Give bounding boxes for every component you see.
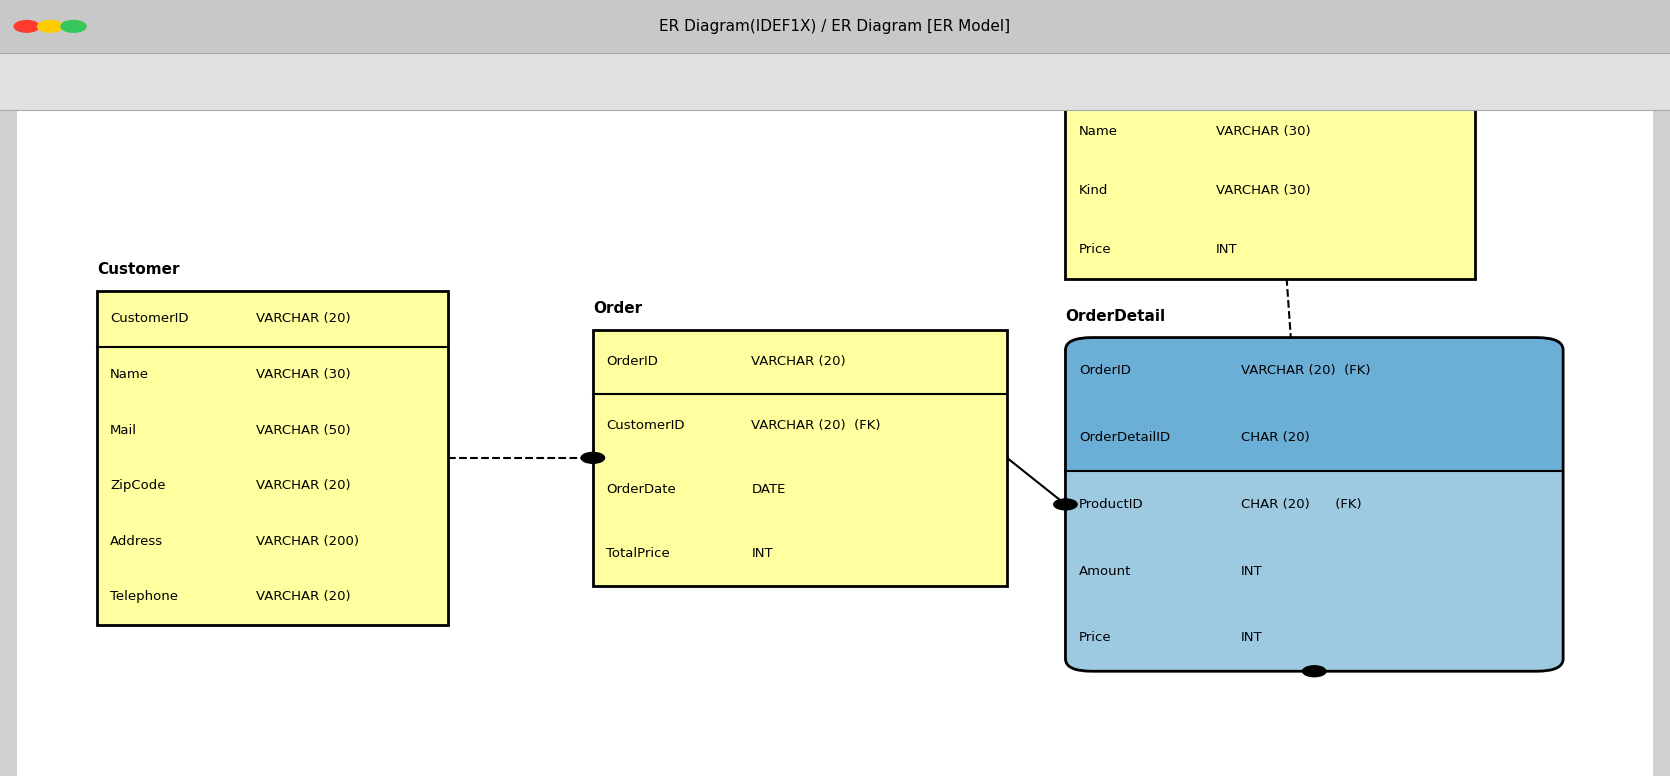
Bar <box>1065 43 1475 102</box>
Text: Name: Name <box>110 368 149 381</box>
Text: VARCHAR (20)  (FK): VARCHAR (20) (FK) <box>1241 365 1371 377</box>
Text: VARCHAR (30): VARCHAR (30) <box>1216 125 1311 138</box>
Circle shape <box>581 452 605 463</box>
Text: OrderDetailID: OrderDetailID <box>1079 431 1171 444</box>
Text: VARCHAR (30): VARCHAR (30) <box>256 368 351 381</box>
Text: VARCHAR (200): VARCHAR (200) <box>256 535 359 548</box>
Text: Name: Name <box>1079 125 1117 138</box>
Text: INT: INT <box>1241 565 1263 577</box>
Bar <box>1065 471 1563 561</box>
Text: INT: INT <box>1241 632 1263 644</box>
Bar <box>1065 102 1475 279</box>
Bar <box>0 0 1670 53</box>
Text: OrderDate: OrderDate <box>606 483 676 497</box>
Bar <box>1065 411 1563 471</box>
Text: TotalPrice: TotalPrice <box>606 547 670 560</box>
FancyBboxPatch shape <box>1065 338 1563 471</box>
Text: CHAR (20): CHAR (20) <box>1241 431 1309 444</box>
FancyBboxPatch shape <box>1065 471 1563 671</box>
Text: Mail: Mail <box>110 424 137 437</box>
Text: CHAR (20)      (FK): CHAR (20) (FK) <box>1241 498 1361 511</box>
Text: VARCHAR (20): VARCHAR (20) <box>256 312 351 325</box>
Text: Address: Address <box>110 535 164 548</box>
Bar <box>1065 43 1475 279</box>
Bar <box>0 53 1670 110</box>
Text: CHAR (20): CHAR (20) <box>1216 66 1284 79</box>
Text: Price: Price <box>1079 632 1112 644</box>
Circle shape <box>1303 666 1326 677</box>
Text: CustomerID: CustomerID <box>110 312 189 325</box>
Bar <box>97 291 448 625</box>
Text: VARCHAR (20): VARCHAR (20) <box>256 479 351 492</box>
Bar <box>97 291 448 347</box>
Bar <box>0 110 17 776</box>
Text: Product: Product <box>1065 14 1132 29</box>
Text: ProductID: ProductID <box>1079 66 1144 79</box>
Text: OrderID: OrderID <box>1079 365 1131 377</box>
Bar <box>593 394 1007 586</box>
Text: ER Diagram(IDEF1X) / ER Diagram [ER Model]: ER Diagram(IDEF1X) / ER Diagram [ER Mode… <box>660 19 1010 34</box>
Text: CustomerID: CustomerID <box>606 419 685 432</box>
Text: Customer: Customer <box>97 262 179 277</box>
Circle shape <box>38 20 63 33</box>
Text: ZipCode: ZipCode <box>110 479 165 492</box>
Text: OrderDetail: OrderDetail <box>1065 309 1166 324</box>
Circle shape <box>13 20 38 33</box>
Text: Price: Price <box>1079 243 1112 256</box>
Text: VARCHAR (20)  (FK): VARCHAR (20) (FK) <box>752 419 882 432</box>
Circle shape <box>1054 499 1077 510</box>
Text: Kind: Kind <box>1079 184 1109 197</box>
Bar <box>593 330 1007 394</box>
Text: INT: INT <box>1216 243 1237 256</box>
Text: OrderID: OrderID <box>606 355 658 369</box>
Text: VARCHAR (20): VARCHAR (20) <box>256 591 351 604</box>
Circle shape <box>60 20 87 33</box>
Text: DATE: DATE <box>752 483 787 497</box>
Text: VARCHAR (30): VARCHAR (30) <box>1216 184 1311 197</box>
Text: VARCHAR (50): VARCHAR (50) <box>256 424 351 437</box>
Text: Amount: Amount <box>1079 565 1131 577</box>
Bar <box>1653 110 1670 776</box>
Bar <box>17 110 1653 776</box>
Text: VARCHAR (20): VARCHAR (20) <box>752 355 847 369</box>
Bar <box>593 330 1007 586</box>
Bar <box>97 347 448 625</box>
Text: INT: INT <box>752 547 773 560</box>
Text: Order: Order <box>593 301 641 316</box>
Text: Telephone: Telephone <box>110 591 179 604</box>
Text: ProductID: ProductID <box>1079 498 1144 511</box>
